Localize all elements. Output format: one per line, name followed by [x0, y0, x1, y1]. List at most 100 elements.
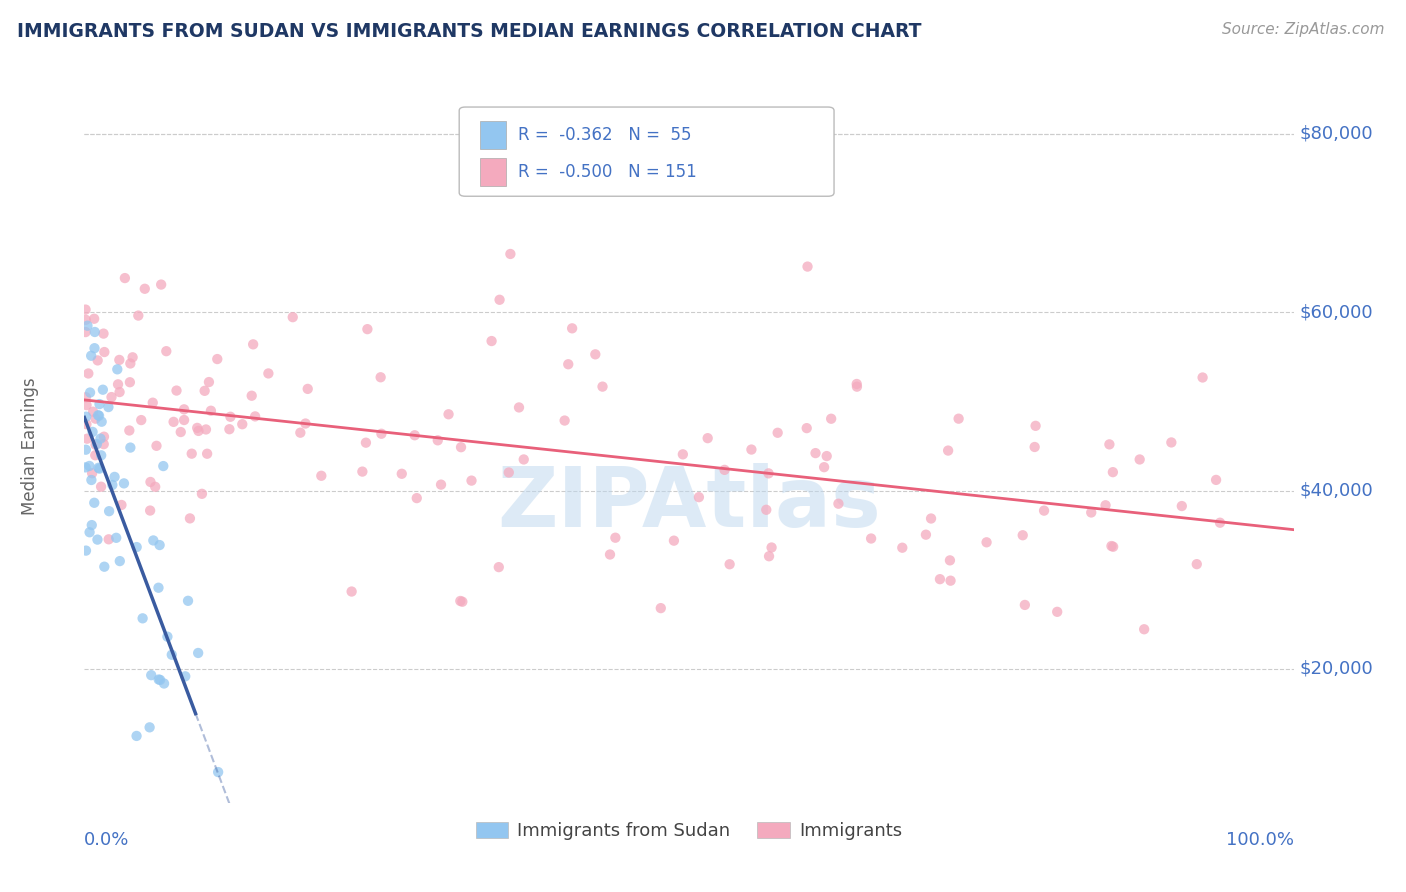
Point	[93, 430, 115, 444]
Point	[108, 352, 131, 367]
Point	[561, 321, 583, 335]
Point	[173, 402, 195, 417]
Point	[89, 461, 111, 475]
Point	[1191, 370, 1213, 384]
Point	[101, 478, 124, 492]
Point	[156, 630, 179, 644]
Point	[84, 438, 107, 452]
Point	[83, 496, 105, 510]
Point	[1185, 557, 1208, 571]
Point	[758, 549, 780, 564]
Point	[1011, 528, 1033, 542]
Point	[75, 325, 97, 339]
Point	[170, 425, 193, 439]
Point	[145, 439, 167, 453]
Point	[162, 415, 184, 429]
Point	[129, 413, 152, 427]
Point	[79, 525, 101, 540]
Text: $20,000: $20,000	[1299, 660, 1374, 678]
Point	[174, 669, 197, 683]
Point	[127, 309, 149, 323]
Point	[98, 504, 121, 518]
Point	[100, 390, 122, 404]
Point	[1101, 539, 1123, 553]
Point	[90, 415, 112, 429]
Text: Source: ZipAtlas.com: Source: ZipAtlas.com	[1222, 22, 1385, 37]
Point	[149, 673, 172, 687]
Point	[920, 511, 942, 525]
Point	[93, 326, 115, 341]
Point	[83, 341, 105, 355]
Text: 0.0%: 0.0%	[84, 831, 129, 849]
Point	[148, 673, 170, 687]
Point	[75, 543, 97, 558]
Point	[1133, 622, 1156, 636]
Point	[804, 446, 827, 460]
Point	[672, 447, 695, 461]
Point	[815, 449, 838, 463]
Point	[139, 503, 162, 517]
Point	[173, 413, 195, 427]
Point	[513, 452, 536, 467]
Point	[294, 417, 316, 431]
Point	[354, 435, 377, 450]
Point	[134, 282, 156, 296]
Point	[827, 497, 849, 511]
Point	[149, 538, 172, 552]
Point	[87, 460, 110, 475]
Point	[76, 318, 98, 333]
Point	[404, 428, 426, 442]
Point	[1209, 516, 1232, 530]
Text: $80,000: $80,000	[1299, 125, 1374, 143]
Point	[845, 379, 868, 393]
Point	[599, 548, 621, 562]
Point	[83, 311, 105, 326]
Point	[160, 648, 183, 662]
Point	[84, 448, 107, 462]
Text: Median Earnings: Median Earnings	[21, 377, 39, 515]
Point	[218, 422, 240, 436]
Point	[1080, 506, 1102, 520]
Point	[1014, 598, 1036, 612]
Point	[93, 345, 115, 359]
Point	[718, 558, 741, 572]
Point	[297, 382, 319, 396]
Point	[83, 325, 105, 339]
Point	[105, 531, 128, 545]
Point	[191, 487, 214, 501]
Point	[1046, 605, 1069, 619]
Point	[184, 838, 207, 852]
Point	[650, 601, 672, 615]
Point	[141, 668, 163, 682]
Point	[84, 411, 107, 425]
Point	[820, 411, 842, 425]
Point	[207, 765, 229, 780]
Point	[713, 463, 735, 477]
Point	[240, 389, 263, 403]
Point	[352, 465, 374, 479]
Point	[152, 459, 174, 474]
Point	[77, 367, 100, 381]
Point	[91, 383, 114, 397]
Point	[87, 409, 110, 423]
Point	[75, 460, 97, 475]
Text: $60,000: $60,000	[1299, 303, 1374, 321]
Point	[242, 337, 264, 351]
Point	[405, 491, 427, 505]
Point	[426, 434, 449, 448]
Point	[243, 409, 266, 424]
Point	[1098, 437, 1121, 451]
Point	[76, 432, 98, 446]
Point	[148, 581, 170, 595]
Point	[796, 421, 818, 435]
Point	[1094, 498, 1116, 512]
Bar	[479, 121, 506, 150]
Point	[766, 425, 789, 440]
Point	[1024, 440, 1046, 454]
Point	[755, 503, 778, 517]
Point	[557, 357, 579, 371]
Point	[1171, 499, 1194, 513]
Point	[740, 442, 762, 457]
Point	[1205, 473, 1227, 487]
Point	[79, 385, 101, 400]
